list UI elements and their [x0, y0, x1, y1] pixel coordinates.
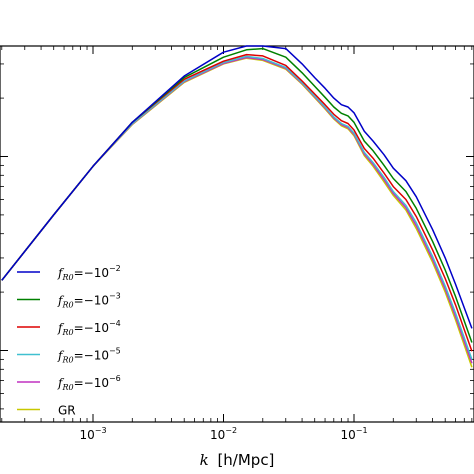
legend-label-symbol: f	[57, 294, 65, 308]
series-line	[1, 47, 473, 343]
legend: fR0=−10−2fR0=−10−3fR0=−10−4fR0=−10−5fR0=…	[17, 264, 121, 418]
legend-label-value: =−10	[74, 266, 109, 280]
plot-area	[0, 45, 474, 423]
x-tick-label: 10−3	[79, 426, 106, 442]
x-axis-label-unit: [h/Mpc]	[217, 451, 274, 469]
x-tick-label-base: 10	[340, 428, 355, 442]
legend-label-exponent: −4	[109, 319, 121, 328]
x-axis-label-variable: k	[200, 451, 209, 469]
legend-label-subscript: R0	[61, 328, 73, 337]
x-tick-label: 10−2	[210, 426, 237, 442]
minor-ticks	[0, 46, 474, 422]
legend-label-symbol: f	[57, 376, 65, 390]
legend-label-symbol: f	[57, 349, 65, 363]
legend-label: fR0=−10−5	[57, 347, 121, 365]
x-axis-label: k [h/Mpc]	[200, 451, 275, 469]
series-line	[1, 45, 473, 329]
series-line	[1, 53, 473, 352]
legend-label: fR0=−10−6	[57, 374, 121, 392]
legend-label-subscript: R0	[61, 383, 73, 392]
series-line	[1, 55, 473, 360]
x-tick-label-exponent: −2	[225, 426, 237, 435]
legend-label-symbol: f	[57, 321, 65, 335]
x-tick-label-exponent: −3	[95, 426, 107, 435]
legend-label-value: =−10	[74, 321, 109, 335]
legend-label: fR0=−10−3	[57, 292, 121, 310]
legend-label-exponent: −2	[109, 264, 121, 273]
legend-label-value: =−10	[74, 349, 109, 363]
legend-label-subscript: R0	[61, 273, 73, 282]
x-tick-label-exponent: −1	[356, 426, 368, 435]
legend-label-value: =−10	[74, 376, 109, 390]
curves	[1, 45, 473, 368]
legend-label: GR	[58, 404, 76, 418]
major-ticks	[0, 46, 474, 422]
legend-label-subscript: R0	[61, 301, 73, 310]
legend-label: fR0=−10−4	[57, 319, 121, 337]
legend-label-value: =−10	[74, 294, 109, 308]
x-tick-labels: 10−3 10−2 10−1	[79, 426, 367, 442]
x-tick-label: 10−1	[340, 426, 367, 442]
legend-label-exponent: −6	[109, 374, 121, 383]
legend-label-symbol: f	[57, 266, 65, 280]
legend-label-value: GR	[58, 404, 76, 418]
legend-label-subscript: R0	[61, 356, 73, 365]
x-tick-label-base: 10	[79, 428, 94, 442]
x-tick-label-base: 10	[210, 428, 225, 442]
legend-label-exponent: −5	[109, 347, 121, 356]
legend-label: fR0=−10−2	[57, 264, 121, 282]
legend-label-exponent: −3	[109, 292, 121, 301]
